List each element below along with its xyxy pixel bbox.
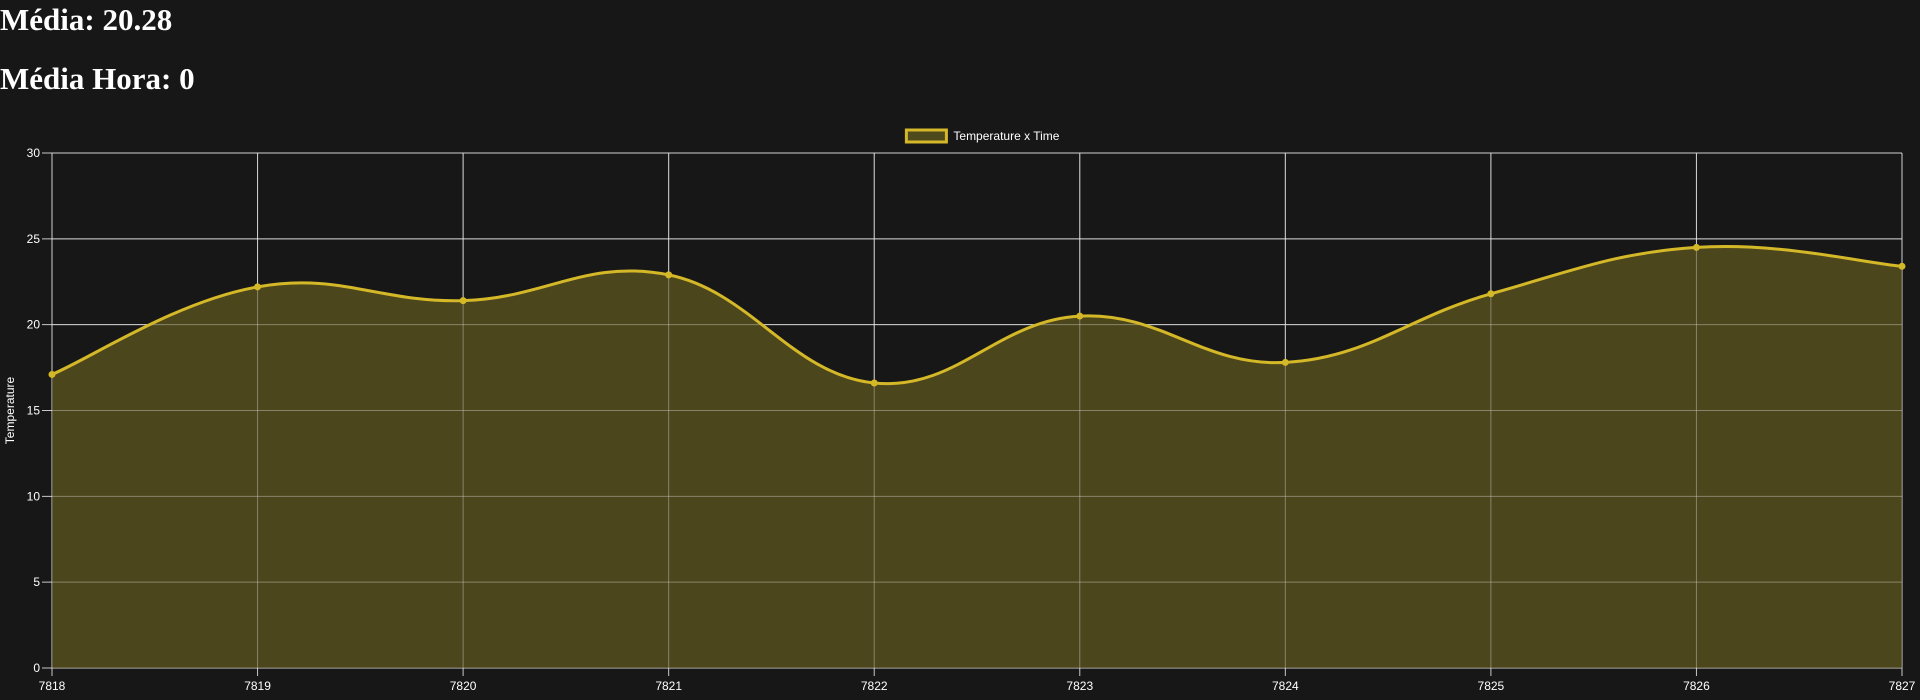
data-point (1076, 312, 1084, 320)
series-area-fill (52, 246, 1902, 668)
y-axis-label: Temperature (3, 376, 17, 444)
data-point (1487, 290, 1495, 298)
series-line (51, 245, 1903, 386)
y-tick-label: 30 (27, 146, 41, 160)
media-hora-stat: Média Hora: 0 (0, 61, 195, 96)
data-point (459, 297, 467, 305)
data-point (870, 379, 878, 387)
data-point (1898, 262, 1906, 270)
y-tick-label: 5 (33, 575, 40, 589)
x-tick-label: 7825 (1478, 679, 1505, 693)
x-tick-label: 7827 (1889, 679, 1916, 693)
data-point (254, 283, 262, 291)
data-point (1692, 243, 1700, 251)
temperature-chart: 0 5 10 15 20 25 30 7818 7819 7820 7821 7822 7823 7824… (0, 120, 1920, 700)
x-tick-label: 7820 (450, 679, 477, 693)
x-tick-label: 7818 (39, 679, 66, 693)
legend-label: Temperature x Time (953, 129, 1059, 143)
x-tick-label: 7821 (655, 679, 682, 693)
legend-swatch (904, 128, 948, 144)
data-point (48, 370, 56, 378)
x-tick-label: 7826 (1683, 679, 1710, 693)
y-tick-label: 15 (27, 404, 41, 418)
y-tick-label: 0 (33, 661, 40, 675)
data-point (1281, 358, 1289, 366)
media-stat: Média: 20.28 (0, 2, 173, 37)
y-tick-label: 10 (27, 489, 41, 503)
data-point (665, 271, 673, 279)
x-tick-label: 7823 (1066, 679, 1093, 693)
x-tick-label: 7822 (861, 679, 888, 693)
y-tick-label: 25 (27, 232, 41, 246)
x-tick-label: 7819 (244, 679, 271, 693)
chart-canvas: 0 5 10 15 20 25 30 7818 7819 7820 7821 7822 7823 7824… (3, 128, 1916, 693)
y-tick-label: 20 (27, 318, 41, 332)
x-tick-label: 7824 (1272, 679, 1299, 693)
